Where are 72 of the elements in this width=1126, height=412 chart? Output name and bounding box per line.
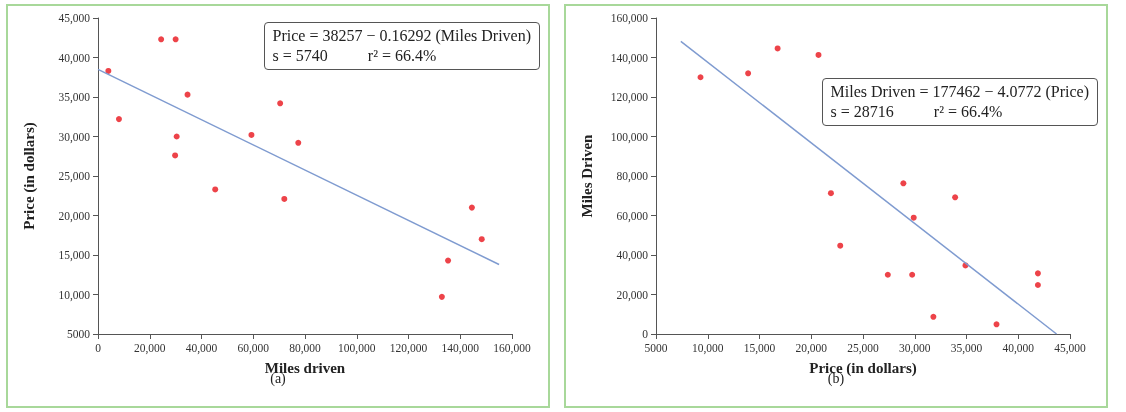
y-tick-label: 120,000	[610, 91, 649, 104]
x-tick-label: 45,000	[1054, 342, 1087, 355]
point	[909, 271, 916, 278]
x-tick-label: 80,000	[289, 342, 322, 355]
x-tick-label: 40,000	[1002, 342, 1035, 355]
y-tick-label: 100,000	[610, 130, 649, 144]
point	[468, 204, 475, 211]
point	[900, 180, 907, 187]
point	[172, 152, 179, 159]
point	[827, 190, 834, 197]
y-axis-title: Miles Driven	[578, 133, 595, 218]
point	[697, 74, 704, 81]
y-tick-label: 5000	[67, 328, 91, 340]
y-tick-label: 80,000	[616, 170, 649, 183]
point	[478, 236, 485, 243]
point	[884, 271, 891, 278]
annotation: Price = 38257 − 0.16292 (Miles Driven)	[272, 26, 531, 46]
point	[172, 36, 179, 43]
equation-box: Price = 38257 − 0.16292 (Miles Driven) s = 5740 r² = 66.4%	[263, 22, 540, 70]
point	[445, 257, 452, 264]
point	[930, 313, 937, 320]
point	[837, 242, 844, 249]
annotation: Miles Driven = 177462 − 4.0772 (Price)	[830, 82, 1089, 102]
point	[277, 100, 284, 107]
y-tick-label: 15,000	[58, 249, 91, 262]
point	[158, 36, 165, 43]
x-tick-label: 120,000	[389, 342, 428, 355]
y-tick-label: 20,000	[58, 209, 91, 223]
x-tick-label: 5000	[644, 342, 668, 354]
y-tick-label: 35,000	[58, 91, 91, 104]
y-tick-label: 40,000	[58, 51, 91, 65]
x-tick-label: 20,000	[795, 342, 828, 355]
point	[1034, 270, 1041, 277]
point	[952, 194, 959, 201]
x-tick-label: 20,000	[133, 342, 166, 355]
point	[438, 293, 445, 300]
point	[774, 45, 781, 52]
x-tick-label: 35,000	[950, 342, 983, 355]
point	[115, 116, 122, 123]
point	[745, 70, 752, 77]
point	[248, 131, 255, 138]
x-tick-label: 100,000	[338, 342, 376, 355]
point	[281, 195, 288, 202]
annotation: s = 28716 r² = 66.4%	[830, 102, 1004, 122]
point	[815, 51, 822, 58]
x-tick-label: 160,000	[493, 342, 531, 355]
x-tick-label: 60,000	[237, 342, 270, 355]
annotation: s = 5740 r² = 66.4%	[272, 46, 438, 66]
x-tick-label: 0	[95, 342, 102, 354]
y-tick-label: 45,000	[58, 12, 91, 25]
y-tick-label: 10,000	[58, 288, 91, 302]
y-tick-label: 20,000	[616, 288, 649, 302]
x-tick-label: 15,000	[743, 342, 776, 355]
x-tick-label: 40,000	[185, 342, 218, 355]
point	[212, 186, 219, 193]
y-tick-label: 25,000	[58, 170, 91, 183]
y-tick-label: 0	[642, 328, 649, 340]
y-tick-label: 30,000	[58, 130, 91, 144]
y-tick-label: 40,000	[616, 249, 649, 262]
x-tick-label: 30,000	[898, 342, 931, 355]
y-axis-title: Price (in dollars)	[20, 122, 38, 230]
point	[295, 139, 302, 146]
point	[1034, 282, 1041, 289]
point	[910, 214, 917, 221]
x-tick-label: 140,000	[441, 342, 480, 355]
point	[105, 67, 112, 74]
y-tick-label: 160,000	[610, 12, 649, 25]
y-tick-label: 60,000	[616, 209, 649, 223]
x-tick-label: 10,000	[691, 342, 724, 355]
equation-box: Miles Driven = 177462 − 4.0772 (Price) s = 28716 r² = 66.4%	[821, 78, 1098, 126]
x-tick-label: 25,000	[847, 342, 880, 355]
y-tick-label: 140,000	[610, 51, 649, 65]
